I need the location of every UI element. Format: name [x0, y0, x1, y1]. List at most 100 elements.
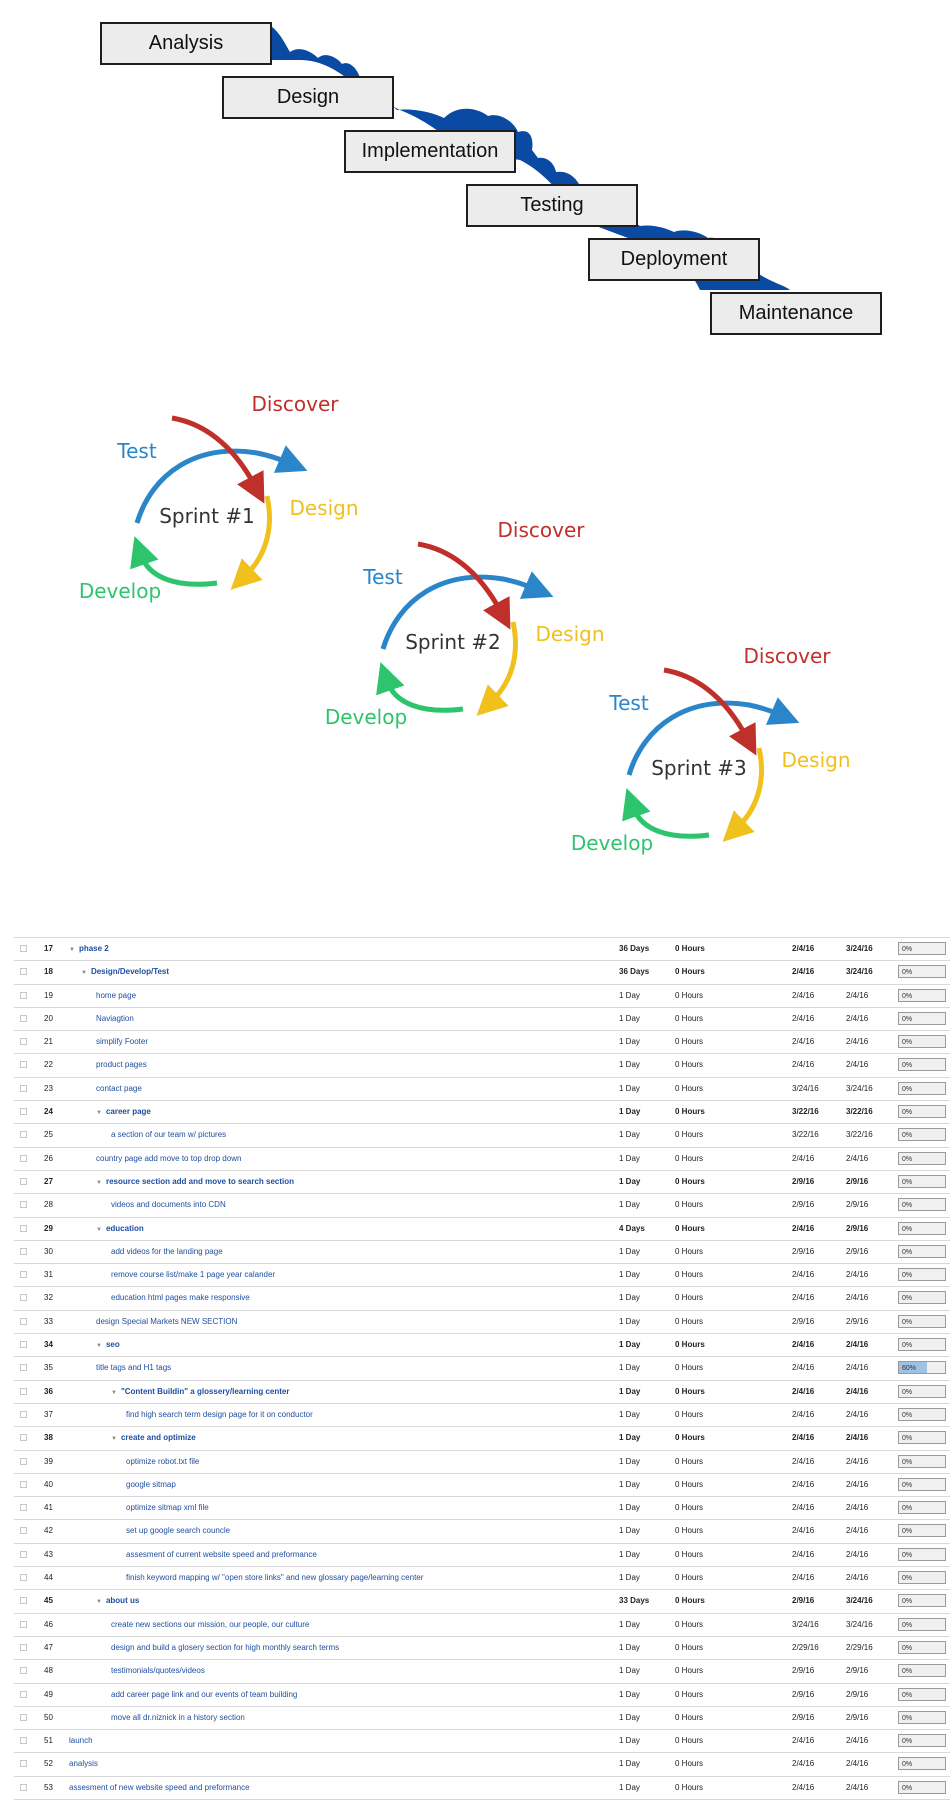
row-checkbox[interactable]	[20, 1154, 27, 1162]
collapse-triangle-icon[interactable]: ▼	[96, 1343, 102, 1350]
task-name[interactable]: simplify Footer	[96, 1031, 148, 1053]
task-name[interactable]: testimonials/quotes/videos	[111, 1660, 205, 1682]
table-row[interactable]: 21 simplify Footer 1 Day 0 Hours 2/4/16 2/4/1…	[14, 1031, 950, 1055]
task-name[interactable]: ▼ resource section add and move to search…	[96, 1171, 294, 1194]
row-checkbox[interactable]	[20, 1527, 27, 1535]
row-checkbox[interactable]	[20, 945, 27, 952]
row-checkbox[interactable]	[20, 1574, 27, 1582]
task-name[interactable]: design Special Markets NEW SECTION	[96, 1311, 237, 1333]
table-row[interactable]: 23 contact page 1 Day 0 Hours 3/24/16 3/24/16…	[14, 1078, 950, 1102]
row-checkbox[interactable]	[20, 1247, 27, 1255]
table-row[interactable]: 18 ▼ Design/Develop/Test 36 Days 0 Hours 2/4/…	[14, 961, 950, 985]
table-row[interactable]: 27 ▼ resource section add and move to sear…	[14, 1171, 950, 1195]
task-name[interactable]: contact page	[96, 1078, 142, 1100]
task-name[interactable]: design and build a glosery section for h…	[111, 1637, 339, 1659]
row-checkbox[interactable]	[20, 1737, 27, 1745]
row-checkbox[interactable]	[20, 1690, 27, 1698]
task-name[interactable]: create new sections our mission, our peo…	[111, 1614, 309, 1636]
table-row[interactable]: 29 ▼ education 4 Days 0 Hours 2/4/16 2/9/16 0%	[14, 1218, 950, 1241]
row-checkbox[interactable]	[20, 1387, 27, 1395]
row-checkbox[interactable]	[20, 1131, 27, 1139]
table-row[interactable]: 53 assesment of new website speed and pre…	[14, 1777, 950, 1800]
row-checkbox[interactable]	[20, 1550, 27, 1558]
task-name[interactable]: add career page link and our events of t…	[111, 1684, 297, 1706]
task-name[interactable]: a section of our team w/ pictures	[111, 1124, 226, 1146]
row-checkbox[interactable]	[20, 1480, 27, 1488]
row-checkbox[interactable]	[20, 1108, 27, 1116]
row-checkbox[interactable]	[20, 1667, 27, 1675]
task-name[interactable]: finish keyword mapping w/ "open store li…	[126, 1567, 423, 1589]
table-row[interactable]: 37 find high search term design page for …	[14, 1404, 950, 1428]
row-checkbox[interactable]	[20, 1364, 27, 1372]
task-name[interactable]: assesment of new website speed and prefo…	[69, 1777, 250, 1799]
row-checkbox[interactable]	[20, 1341, 27, 1349]
table-row[interactable]: 33 design Special Markets NEW SECTION 1 Da…	[14, 1311, 950, 1335]
task-name[interactable]: title tags and H1 tags	[96, 1357, 171, 1379]
row-checkbox[interactable]	[20, 1713, 27, 1721]
row-checkbox[interactable]	[20, 1061, 27, 1069]
table-row[interactable]: 50 move all dr.niznick in a history secti…	[14, 1707, 950, 1731]
task-name[interactable]: ▼ education	[96, 1218, 144, 1241]
collapse-triangle-icon[interactable]: ▼	[96, 1179, 102, 1186]
table-row[interactable]: 32 education html pages make responsive 1 …	[14, 1287, 950, 1311]
table-row[interactable]: 39 optimize robot.txt file 1 Day 0 Hours 2/4…	[14, 1451, 950, 1474]
task-name[interactable]: Naviagtion	[96, 1008, 134, 1030]
table-row[interactable]: 30 add videos for the landing page 1 Day 0 …	[14, 1241, 950, 1265]
task-name[interactable]: videos and documents into CDN	[111, 1194, 226, 1216]
task-name[interactable]: analysis	[69, 1753, 98, 1775]
table-row[interactable]: 38 ▼ create and optimize 1 Day 0 Hours 2/4/16…	[14, 1427, 950, 1451]
collapse-triangle-icon[interactable]: ▼	[96, 1599, 102, 1606]
collapse-triangle-icon[interactable]: ▼	[81, 970, 87, 977]
task-name[interactable]: add videos for the landing page	[111, 1241, 223, 1263]
row-checkbox[interactable]	[20, 1434, 27, 1442]
table-row[interactable]: 45 ▼ about us 33 Days 0 Hours 2/9/16 3/24/16 0%	[14, 1590, 950, 1614]
task-name[interactable]: assesment of current website speed and p…	[126, 1544, 317, 1566]
table-row[interactable]: 31 remove course list/make 1 page year ca…	[14, 1264, 950, 1288]
collapse-triangle-icon[interactable]: ▼	[111, 1389, 117, 1396]
task-name[interactable]: google sitmap	[126, 1474, 176, 1496]
row-checkbox[interactable]	[20, 1410, 27, 1418]
row-checkbox[interactable]	[20, 1038, 27, 1046]
table-row[interactable]: 51 launch 1 Day 0 Hours 2/4/16 2/4/16 0%	[14, 1730, 950, 1754]
task-name[interactable]: remove course list/make 1 page year cala…	[111, 1264, 275, 1286]
table-row[interactable]: 25 a section of our team w/ pictures 1 Day…	[14, 1124, 950, 1148]
table-row[interactable]: 34 ▼ seo 1 Day 0 Hours 2/4/16 2/4/16 0%	[14, 1334, 950, 1358]
row-checkbox[interactable]	[20, 1201, 27, 1209]
table-row[interactable]: 42 set up google search councle 1 Day 0 Hou…	[14, 1520, 950, 1544]
table-row[interactable]: 43 assesment of current website speed and…	[14, 1544, 950, 1568]
table-row[interactable]: 47 design and build a glosery section for…	[14, 1637, 950, 1661]
row-checkbox[interactable]	[20, 1317, 27, 1325]
collapse-triangle-icon[interactable]: ▼	[96, 1226, 102, 1233]
table-row[interactable]: 28 videos and documents into CDN 1 Day 0 Ho…	[14, 1194, 950, 1218]
row-checkbox[interactable]	[20, 1457, 27, 1465]
task-name[interactable]: set up google search councle	[126, 1520, 230, 1542]
task-name[interactable]: launch	[69, 1730, 93, 1752]
task-name[interactable]: ▼ about us	[96, 1590, 139, 1613]
table-row[interactable]: 35 title tags and H1 tags 1 Day 0 Hours 2/4/…	[14, 1357, 950, 1381]
row-checkbox[interactable]	[20, 1643, 27, 1651]
collapse-triangle-icon[interactable]: ▼	[96, 1110, 102, 1117]
table-row[interactable]: 52 analysis 1 Day 0 Hours 2/4/16 2/4/16 0%	[14, 1753, 950, 1777]
table-row[interactable]: 19 home page 1 Day 0 Hours 2/4/16 2/4/16 0%	[14, 985, 950, 1008]
row-checkbox[interactable]	[20, 1597, 27, 1605]
table-row[interactable]: 49 add career page link and our events of…	[14, 1684, 950, 1707]
table-row[interactable]: 20 Naviagtion 1 Day 0 Hours 2/4/16 2/4/16 0%	[14, 1008, 950, 1032]
task-name[interactable]: move all dr.niznick in a history section	[111, 1707, 245, 1729]
table-row[interactable]: 46 create new sections our mission, our p…	[14, 1614, 950, 1637]
task-name[interactable]: home page	[96, 985, 136, 1007]
row-checkbox[interactable]	[20, 1504, 27, 1512]
row-checkbox[interactable]	[20, 1294, 27, 1302]
task-name[interactable]: ▼ Design/Develop/Test	[81, 961, 169, 984]
task-name[interactable]: optimize robot.txt file	[126, 1451, 199, 1473]
task-name[interactable]: ▼ "Content Buildin" a glossery/learning c…	[111, 1381, 289, 1404]
task-name[interactable]: ▼ career page	[96, 1101, 151, 1124]
table-row[interactable]: 36 ▼ "Content Buildin" a glossery/learning…	[14, 1381, 950, 1404]
row-checkbox[interactable]	[20, 1620, 27, 1628]
table-row[interactable]: 26 country page add move to top drop down…	[14, 1148, 950, 1171]
task-name[interactable]: ▼ seo	[96, 1334, 120, 1357]
table-row[interactable]: 48 testimonials/quotes/videos 1 Day 0 Hours…	[14, 1660, 950, 1684]
task-name[interactable]: optimize sitmap xml file	[126, 1497, 209, 1519]
collapse-triangle-icon[interactable]: ▼	[69, 947, 75, 953]
table-row[interactable]: 41 optimize sitmap xml file 1 Day 0 Hours 2/…	[14, 1497, 950, 1521]
row-checkbox[interactable]	[20, 1014, 27, 1022]
